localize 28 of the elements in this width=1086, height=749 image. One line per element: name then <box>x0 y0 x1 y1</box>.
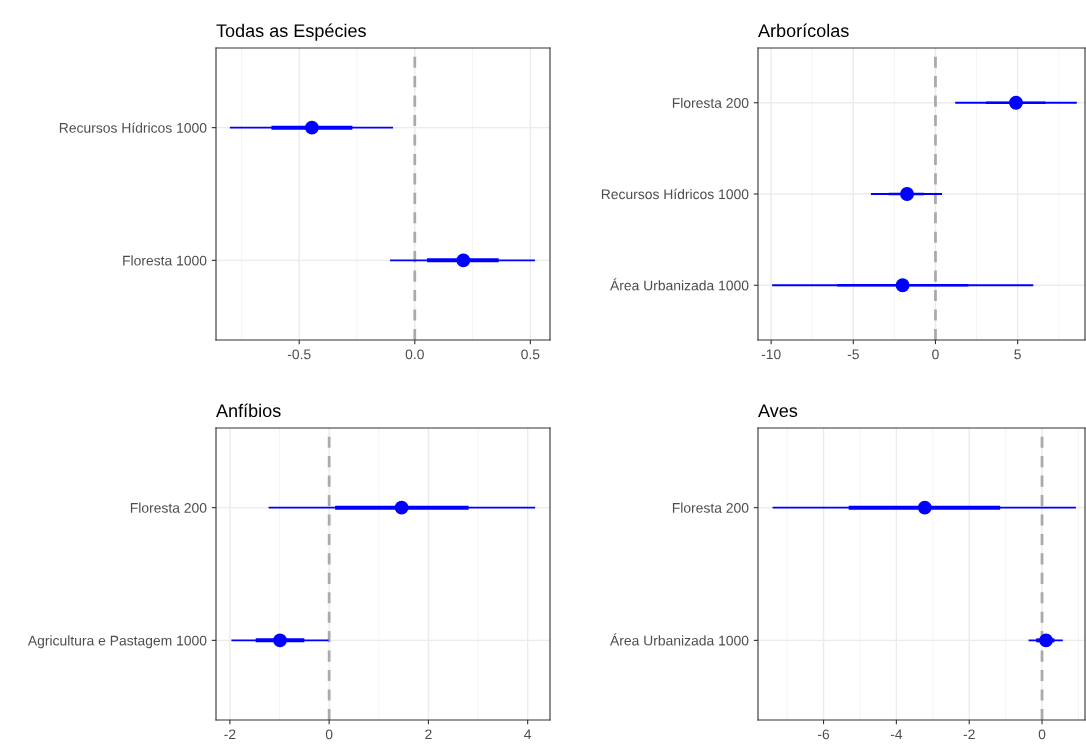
chart-title: Anfíbios <box>216 403 281 418</box>
y-tick-label: Floresta 200 <box>672 97 749 108</box>
x-tick-label: 0 <box>325 729 333 740</box>
y-tick-label: Floresta 1000 <box>123 255 207 266</box>
x-tick-label: 5 <box>1014 349 1021 360</box>
x-tick-label: 4 <box>524 729 532 740</box>
x-tick-label: 0.5 <box>521 349 540 360</box>
x-tick-label: -0.5 <box>287 349 311 360</box>
x-tick-label: -2 <box>963 729 975 740</box>
x-tick-label: -6 <box>817 729 830 740</box>
x-tick-label: -2 <box>224 729 236 740</box>
x-tick-label: -5 <box>847 349 859 360</box>
y-tick-label: Floresta 200 <box>672 502 749 513</box>
chart-title: Aves <box>758 404 798 418</box>
y-tick-label: Área Urbanizada 1000 <box>610 633 749 646</box>
x-tick-label: 0 <box>932 349 939 360</box>
x-tick-label: 2 <box>425 729 432 740</box>
chart-title: Todas as Espécies <box>216 23 366 41</box>
y-tick-label: Floresta 200 <box>130 502 207 513</box>
x-tick-label: 0 <box>1038 729 1046 740</box>
y-tick-label: Agricultura e Pastagem 1000 <box>27 635 207 649</box>
x-tick-label: -10 <box>761 349 781 360</box>
x-tick-label: -4 <box>890 729 903 740</box>
y-tick-label: Recursos Hídricos 1000 <box>601 188 749 200</box>
chart-title: Arborícolas <box>758 23 849 38</box>
y-tick-label: Recursos Hídricos 1000 <box>59 122 207 133</box>
y-tick-label: Área Urbanizada 1000 <box>610 278 749 291</box>
x-tick-label: 0.0 <box>405 349 424 360</box>
